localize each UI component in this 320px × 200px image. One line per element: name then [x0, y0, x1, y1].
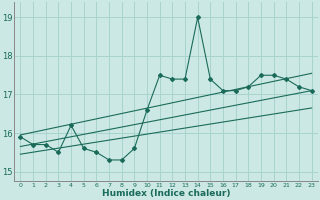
X-axis label: Humidex (Indice chaleur): Humidex (Indice chaleur) — [102, 189, 230, 198]
